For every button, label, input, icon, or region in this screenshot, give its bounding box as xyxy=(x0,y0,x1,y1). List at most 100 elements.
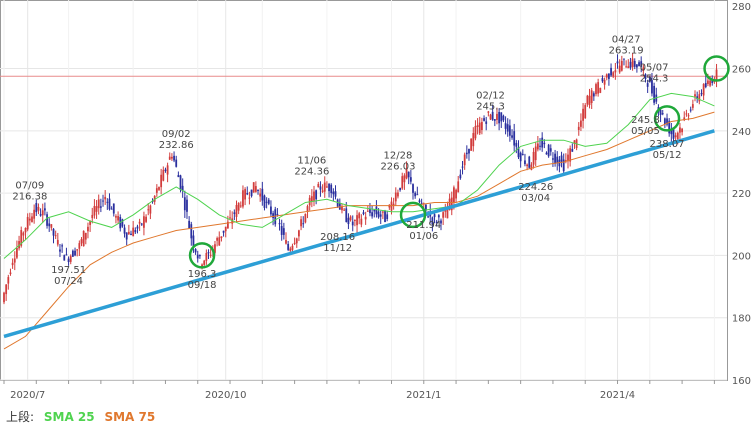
candle-body xyxy=(323,182,326,192)
candle-body xyxy=(248,197,251,199)
candle-body xyxy=(524,160,526,165)
candle-body xyxy=(285,239,287,244)
candle-body xyxy=(687,115,690,117)
candle-body xyxy=(181,185,184,191)
annotation-label: 254.3 xyxy=(640,73,669,84)
candle-body xyxy=(257,189,259,191)
candle-body xyxy=(442,212,445,218)
candle-body xyxy=(536,143,539,150)
candle-body xyxy=(216,238,219,241)
candle-body xyxy=(177,175,180,178)
candle-body xyxy=(670,129,673,135)
candle-body xyxy=(300,219,302,227)
candle-body xyxy=(700,93,703,95)
candle-body xyxy=(377,211,380,218)
candle-body xyxy=(694,94,696,97)
candle-body xyxy=(685,113,688,115)
candle-body xyxy=(446,209,449,219)
candle-body xyxy=(31,216,33,222)
candle-body xyxy=(108,198,111,210)
candle-body xyxy=(420,202,423,204)
candle-body xyxy=(580,120,582,127)
candle-body xyxy=(321,190,324,192)
candle-body xyxy=(515,142,518,147)
candle-body xyxy=(478,122,481,134)
candle-body xyxy=(138,221,141,224)
candle-body xyxy=(56,239,59,245)
candle-body xyxy=(631,58,634,68)
candle-body xyxy=(453,187,455,203)
y-tick-label: 160 xyxy=(732,376,751,387)
candle-body xyxy=(293,242,296,244)
candle-body xyxy=(642,67,645,72)
candle-body xyxy=(287,243,290,250)
candle-body xyxy=(89,221,92,225)
candle-body xyxy=(130,233,132,235)
candle-body xyxy=(556,156,559,164)
candle-body xyxy=(425,204,427,211)
candle-body xyxy=(188,220,191,229)
legend-sma75: SMA 75 xyxy=(104,410,156,424)
annotation-label: 05/07 xyxy=(640,62,669,73)
candle-body xyxy=(209,254,212,256)
candle-body xyxy=(267,199,270,204)
candle-body xyxy=(48,223,51,227)
candle-body xyxy=(214,244,216,253)
candle-body xyxy=(291,245,294,250)
highlight-circles xyxy=(188,55,730,269)
candle-body xyxy=(13,258,16,263)
candle-body xyxy=(353,219,356,221)
candle-body xyxy=(513,131,516,146)
candle-body xyxy=(444,210,447,212)
candle-body xyxy=(496,113,498,120)
candle-body xyxy=(500,112,503,122)
candle-body xyxy=(351,221,354,226)
highlight-circle xyxy=(188,242,216,269)
candle-body xyxy=(302,223,305,225)
candle-body xyxy=(37,206,40,211)
candle-body xyxy=(39,214,42,216)
candle-body xyxy=(663,118,666,125)
candle-body xyxy=(616,61,619,64)
candle-body xyxy=(595,84,597,95)
candle-body xyxy=(599,87,602,93)
candle-body xyxy=(392,203,395,206)
candle-body xyxy=(603,79,606,85)
candle-body xyxy=(696,96,699,100)
highlight-circle xyxy=(703,55,730,82)
candle-body xyxy=(179,175,182,191)
candle-body xyxy=(371,212,374,217)
candle-body xyxy=(519,152,522,162)
candle-body xyxy=(552,158,554,160)
candle-body xyxy=(276,213,279,216)
candle-body xyxy=(134,230,137,233)
candle-body xyxy=(450,197,453,211)
candle-body xyxy=(304,213,307,223)
candle-body xyxy=(586,95,589,105)
x-axis: 2020/7 2020/10 2021/1 2021/4 xyxy=(3,380,715,401)
candle-body xyxy=(330,184,333,194)
candle-body xyxy=(18,241,20,249)
candle-body xyxy=(26,216,29,230)
annotation-label: 11/12 xyxy=(323,243,352,254)
candle-body xyxy=(601,78,604,82)
candle-body xyxy=(409,177,412,182)
annotation-label: 232.86 xyxy=(159,140,194,151)
annotation-label: 01/06 xyxy=(409,231,438,242)
candle-body xyxy=(517,147,520,158)
candle-body xyxy=(115,216,117,218)
candle-body xyxy=(310,196,313,202)
candle-body xyxy=(140,223,143,225)
candle-body xyxy=(384,210,386,223)
candle-body xyxy=(104,196,107,200)
candle-body xyxy=(295,238,298,244)
candle-body xyxy=(577,126,580,130)
candle-body xyxy=(349,216,352,221)
candle-body xyxy=(127,231,130,235)
candle-body xyxy=(93,205,96,216)
candle-body xyxy=(196,254,199,259)
candle-body xyxy=(455,189,457,199)
candle-body xyxy=(207,252,210,254)
